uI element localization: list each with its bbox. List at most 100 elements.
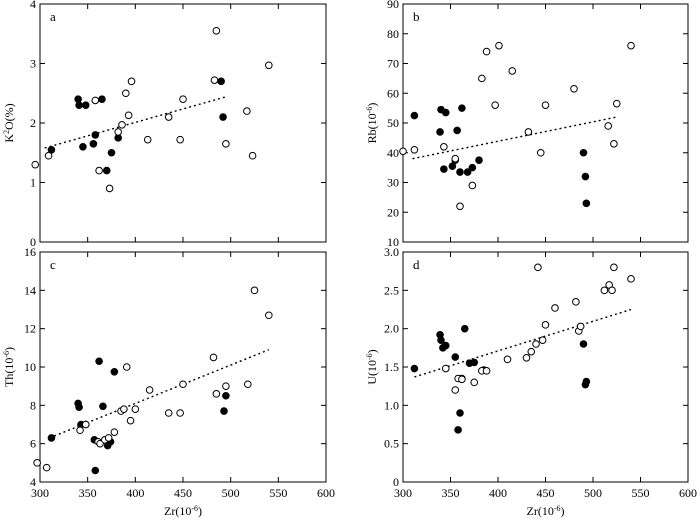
data-point-filled [436,128,444,136]
x-tick-label: 400 [489,486,507,500]
data-point-open [612,99,621,108]
x-axis-title-rest: ) [198,504,202,518]
x-axis-title-base: Zr(10 [527,504,554,518]
data-point-open [576,322,585,331]
data-point-open [122,363,131,371]
data-point-open [265,311,273,320]
data-point-filled [440,165,448,173]
y-axis-title: U(10-6) [365,349,380,384]
y-axis-title-rest: O(%) [2,103,16,130]
panel-letter: c [50,257,56,272]
data-point-filled [456,168,464,176]
data-point-filled [47,145,56,154]
data-point-open [118,120,126,129]
data-point-filled [475,156,483,164]
data-point-filled [582,377,591,386]
data-point-open [248,151,257,160]
x-axis-title-rest: ) [561,504,565,518]
data-point-filled [441,341,450,350]
data-point-open [503,355,512,364]
y-axis-title-sup: 2 [2,130,11,134]
data-point-open [538,336,547,344]
data-point-open [222,382,230,390]
x-tick-label: 500 [584,486,602,500]
data-point-filled [99,402,107,411]
data-point-open [31,160,40,169]
data-point-open [536,148,545,157]
data-point-open [212,26,221,35]
data-point-open [495,41,503,50]
data-point-open [243,107,251,115]
y-tick-label: 4 [30,475,36,489]
data-point-open [122,89,130,98]
x-tick-label: 600 [679,486,697,500]
plot-frame [39,251,327,483]
x-axis-title-sup: -6 [554,504,561,513]
y-axis-title-base: U(10 [365,360,379,385]
data-point-open [534,263,542,272]
data-point-open [441,364,450,373]
data-point-filled [448,162,457,170]
x-tick-label: 350 [442,486,460,500]
data-point-filled [451,353,460,361]
data-point-open [96,439,104,448]
x-tick-label: 600 [317,486,335,500]
data-point-filled [91,466,100,475]
data-point-open [541,321,550,329]
y-tick-label: 40 [387,146,399,160]
x-tick-label: 550 [632,486,650,500]
data-point-open [627,275,635,283]
y-tick-label: 6 [30,437,36,451]
data-point-filled [220,407,228,415]
plot-frame [402,3,689,243]
y-tick-label: 60 [387,86,399,100]
y-tick-label: 3 [30,57,36,71]
y-axis-title-rest: ) [365,349,379,353]
data-point-filled [456,409,464,417]
y-axis-title-rest: ) [365,103,379,107]
y-tick-label: 2.0 [384,322,399,336]
y-tick-label: 10 [24,360,36,374]
data-point-open [527,347,536,356]
data-point-open [551,304,559,312]
y-axis-title: Th(10-6) [2,347,17,387]
data-point-open [508,67,517,75]
data-point-filled [47,434,56,442]
data-point-filled [581,172,590,181]
data-point-open [95,166,103,175]
data-point-open [209,353,218,362]
data-point-open [212,390,221,398]
data-point-open [105,184,114,193]
x-axis-title: Zr(10-6) [164,504,202,519]
y-tick-label: 1.0 [384,398,399,412]
data-point-open [81,420,90,429]
x-tick-label: 500 [222,486,240,500]
y-axis-title-sup: -6 [2,351,11,358]
y-tick-label: 0 [393,475,399,489]
data-point-open [451,154,460,163]
data-point-open [244,380,252,389]
data-point-open [468,181,477,190]
data-point-open [440,143,448,151]
x-tick-label: 350 [79,486,97,500]
data-point-open [265,61,273,70]
data-point-open [120,405,128,413]
data-point-open [164,409,173,417]
data-point-open [124,111,133,120]
data-point-filled [91,131,100,139]
data-point-open [478,74,486,83]
y-tick-label: 80 [387,27,399,41]
data-point-filled [458,104,466,112]
data-point-filled [75,403,83,412]
data-point-filled [579,340,588,348]
y-tick-label: 12 [24,322,36,336]
x-axis-title-sup: -6 [191,504,198,513]
y-tick-label: 2.5 [384,283,399,297]
y-axis-title-base: K [2,134,16,143]
data-point-filled [410,111,419,120]
data-point-open [42,463,51,472]
trend-line [49,349,270,439]
panel-letter: d [413,257,420,272]
